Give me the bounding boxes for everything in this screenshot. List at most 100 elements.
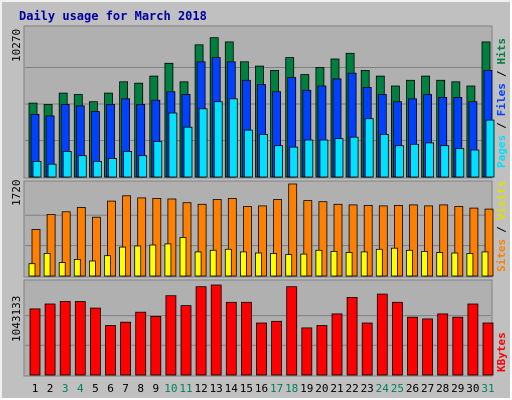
visits-bar [285,254,293,277]
kbytes-bar [391,301,403,376]
visits-bar [209,249,217,277]
visits-bar [481,251,489,277]
kbytes-bar [135,311,147,376]
pages-bar [274,145,284,178]
top-bars [25,37,495,178]
kbytes-bar [240,301,252,376]
sites-bar [212,199,222,277]
visits-bar [330,250,338,277]
x-tick-label: 1 [32,382,39,395]
visits-bar [224,248,232,277]
kbytes-bar [150,315,162,376]
pages-bar [455,148,465,178]
pages-bar [108,158,117,178]
visits-bar [239,251,247,277]
visits-bar [194,251,202,277]
x-tick-label: 30 [466,382,479,395]
x-tick-label: 8 [137,382,144,395]
sites-bar [137,197,147,277]
pages-bar [198,108,208,178]
visits-bar [360,251,368,277]
pages-bar [485,119,495,178]
bottom-ymax-label: 1043133 [10,296,23,342]
sites-bar [227,197,237,277]
legend-sep: / [495,70,508,77]
visits-bar [345,252,353,277]
pages-bar [410,143,419,178]
sites-bar [152,197,162,277]
pages-bar [364,118,374,178]
x-tick-label: 18 [285,382,298,395]
pages-bar [213,101,223,178]
x-tick-label: 21 [330,382,343,395]
x-tick-label: 2 [47,382,54,395]
pages-bar [440,145,450,178]
bottom-bars [25,284,494,376]
sites-bar [258,205,267,277]
visits-bar [28,263,36,277]
sites-bar [424,205,434,277]
visits-bar [58,262,66,277]
x-tick-label: 13 [210,382,223,395]
x-axis-labels: 1 2 3 4 5 6 7 8 9 10 11 12 13 14 15 16 17 18 19 20 21 22 23 24 2… [32,382,495,395]
kbytes-bar [331,313,343,376]
sites-bar [469,207,479,277]
pages-bar [394,145,404,178]
sites-bar [242,206,252,277]
sites-bar [454,206,464,277]
visits-bar [436,252,444,277]
top-legend: Pages / Files / Hits [495,38,508,168]
visits-bar [315,249,323,277]
sites-bar [393,204,403,277]
x-tick-label: 10 [164,382,177,395]
sites-bar [378,205,388,277]
kbytes-bar [180,305,192,376]
kbytes-bar [271,320,283,376]
middle-legend: Sites / Visits [495,181,508,273]
sites-bar [333,203,343,277]
pages-bar [138,155,148,178]
legend-visits: Visits [495,181,508,221]
sites-bar [439,204,449,277]
middle-bars [25,183,494,277]
legend-files: Files [495,83,508,116]
pages-bar [334,138,344,178]
pages-bar [123,150,132,178]
pages-bar [289,146,299,178]
kbytes-bar [74,301,86,376]
pages-bar [168,112,178,178]
x-tick-label: 14 [225,382,239,395]
x-tick-label: 23 [361,382,374,395]
sites-bar [46,214,56,277]
sites-bar [122,195,131,277]
kbytes-bar [361,322,373,376]
visits-bar [406,249,413,277]
sites-bar [76,207,86,277]
pages-bar [93,160,102,178]
x-tick-label: 16 [255,382,268,395]
visits-bar [179,237,187,277]
legend-pages: Pages [495,135,508,168]
sites-bar [31,229,41,277]
kbytes-bar [422,318,434,376]
legend-sep: / [495,122,508,129]
sites-bar [197,203,207,277]
x-tick-label: 28 [436,382,449,395]
x-tick-label: 17 [270,382,283,395]
visits-bar [300,253,308,277]
x-tick-label: 9 [152,382,159,395]
chart-title: Daily usage for March 2018 [19,9,207,23]
kbytes-bar [59,301,71,376]
x-tick-label: 19 [300,382,313,395]
visits-bar [375,248,383,277]
visits-bar [164,243,172,277]
pages-bar [228,98,238,178]
x-tick-label: 26 [406,382,419,395]
visits-bar [466,253,474,277]
kbytes-bar [165,295,177,376]
sites-bar [92,216,101,277]
visits-bar [149,244,157,277]
kbytes-bar [346,296,358,376]
visits-bar [134,245,142,277]
kbytes-bar [195,286,207,376]
